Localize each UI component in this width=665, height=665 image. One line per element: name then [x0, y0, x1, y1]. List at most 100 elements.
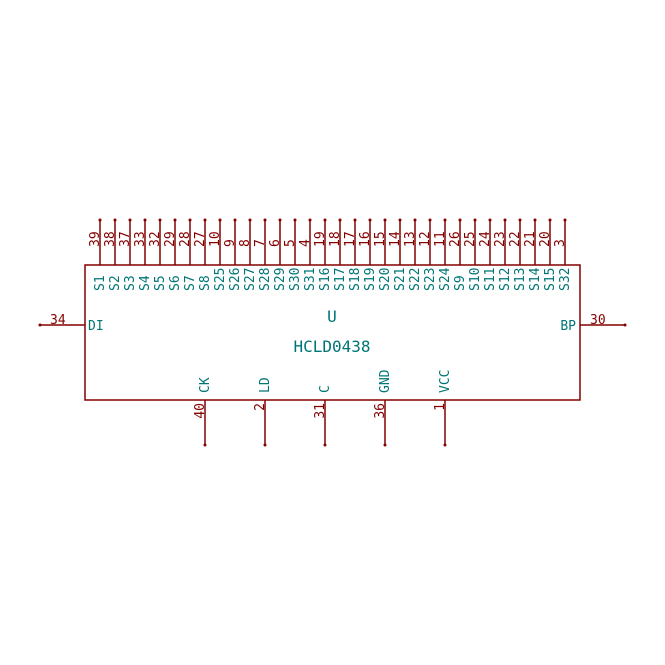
pin-bottom-ld[interactable]: 2 LD	[253, 377, 273, 447]
pin-bottom-vcc[interactable]: 1 VCC	[433, 370, 453, 447]
pin-name: S7	[183, 275, 198, 291]
pin-name: S6	[168, 275, 183, 291]
pin-name: S19	[363, 268, 378, 291]
pin-name: VCC	[438, 370, 453, 393]
pin-number: 28	[178, 231, 193, 247]
pin-number: 19	[313, 231, 328, 247]
pin-name: S14	[528, 267, 543, 291]
pin-top-s7[interactable]: 28 S7	[178, 218, 198, 292]
pin-top-s2[interactable]: 38 S2	[103, 218, 123, 292]
pin-name: S10	[468, 268, 483, 291]
pin-number: 20	[538, 231, 553, 247]
pin-top-s27[interactable]: 8 S27	[238, 218, 258, 292]
pin-top-s19[interactable]: 16 S19	[358, 218, 378, 292]
pin-number: 16	[358, 231, 373, 247]
pin-top-s25[interactable]: 10 S25	[208, 218, 228, 292]
pin-number: 11	[433, 231, 448, 247]
pin-name: DI	[88, 319, 104, 334]
pin-top-s22[interactable]: 13 S22	[403, 218, 423, 292]
pin-name: S22	[408, 268, 423, 291]
pin-top-s23[interactable]: 12 S23	[418, 218, 438, 292]
pin-top-s13[interactable]: 22 S13	[508, 218, 528, 292]
pin-name: S2	[108, 275, 123, 291]
pin-name: S3	[123, 275, 138, 291]
pin-number: 39	[88, 231, 103, 247]
pin-name: S24	[438, 267, 453, 291]
pin-number: 23	[493, 231, 508, 247]
pin-name: S31	[303, 268, 318, 291]
pin-top-s24[interactable]: 11 S24	[433, 218, 453, 292]
pin-name: S1	[93, 275, 108, 291]
pin-top-s9[interactable]: 26 S9	[448, 218, 468, 292]
component-body[interactable]	[84, 264, 581, 401]
pin-top-s26[interactable]: 9 S26	[223, 218, 243, 292]
pin-number: 21	[523, 231, 538, 247]
pin-name: GND	[378, 369, 393, 393]
pin-name: S15	[543, 268, 558, 291]
pin-top-s20[interactable]: 15 S20	[373, 218, 393, 292]
pin-top-s1[interactable]: 39 S1	[88, 218, 108, 292]
pin-name: S21	[393, 268, 408, 291]
pin-number: 27	[193, 231, 208, 247]
pin-number: 13	[403, 231, 418, 247]
pin-number: 8	[238, 239, 253, 247]
pin-name: S27	[243, 268, 258, 291]
pin-top-s14[interactable]: 21 S14	[523, 218, 543, 292]
pin-number: 2	[253, 403, 268, 411]
pin-number: 10	[208, 231, 223, 247]
pin-name: S29	[273, 268, 288, 291]
pin-name: S16	[318, 268, 333, 291]
pin-name: S11	[483, 268, 498, 291]
pin-name: S13	[513, 268, 528, 291]
pin-number: 29	[163, 231, 178, 247]
pin-number: 17	[343, 231, 358, 247]
pin-top-s15[interactable]: 20 S15	[538, 218, 558, 292]
pin-top-s11[interactable]: 24 S11	[478, 218, 498, 292]
pin-number: 5	[283, 239, 298, 247]
pin-top-s16[interactable]: 19 S16	[313, 218, 333, 292]
pin-top-s8[interactable]: 27 S8	[193, 218, 213, 292]
pin-name: S28	[258, 268, 273, 291]
pin-bottom-gnd[interactable]: 36 GND	[373, 369, 393, 447]
pin-top-s31[interactable]: 4 S31	[298, 218, 318, 292]
pin-top-s12[interactable]: 23 S12	[493, 218, 513, 292]
component-value: HCLD0438	[293, 337, 370, 356]
pin-top-s10[interactable]: 25 S10	[463, 218, 483, 292]
pin-top-s29[interactable]: 6 S29	[268, 218, 288, 292]
pin-top-s6[interactable]: 29 S6	[163, 218, 183, 292]
pin-number: 37	[118, 231, 133, 247]
pin-number: 15	[373, 231, 388, 247]
pin-bottom-c[interactable]: 31 C	[313, 385, 333, 447]
pin-number: 14	[388, 231, 403, 247]
pin-top-s17[interactable]: 18 S17	[328, 218, 348, 292]
pin-top-s28[interactable]: 7 S28	[253, 218, 273, 292]
pin-top-s5[interactable]: 32 S5	[148, 218, 168, 292]
pin-name: S4	[138, 275, 153, 291]
pin-left-di[interactable]: 34 DI	[38, 313, 104, 334]
pin-top-s30[interactable]: 5 S30	[283, 218, 303, 292]
pin-number: 7	[253, 239, 268, 247]
pin-number: 40	[193, 403, 208, 419]
pin-number: 12	[418, 231, 433, 247]
pin-name: S25	[213, 268, 228, 291]
pin-name: S5	[153, 275, 168, 291]
pin-top-s3[interactable]: 37 S3	[118, 218, 138, 292]
pin-name: S20	[378, 268, 393, 291]
pin-number: 3	[553, 239, 568, 247]
pin-number: 26	[448, 231, 463, 247]
pin-name: C	[318, 385, 333, 393]
pin-name: S30	[288, 268, 303, 291]
pin-top-s18[interactable]: 17 S18	[343, 218, 363, 292]
pin-top-s21[interactable]: 14 S21	[388, 218, 408, 292]
pin-right-bp[interactable]: 30 BP	[560, 313, 627, 334]
pin-number: 38	[103, 231, 118, 247]
pin-number: 6	[268, 239, 283, 247]
pin-bottom-ck[interactable]: 40 CK	[193, 377, 213, 447]
pin-top-s32[interactable]: 3 S32	[553, 218, 573, 292]
bottom-pin-row: 40 CK 2 LD 31 C 36 GND 1 VCC	[193, 369, 453, 447]
pin-top-s4[interactable]: 33 S4	[133, 218, 153, 292]
pin-name: S17	[333, 268, 348, 291]
pin-number: 4	[298, 239, 313, 247]
pin-name: BP	[560, 319, 576, 334]
